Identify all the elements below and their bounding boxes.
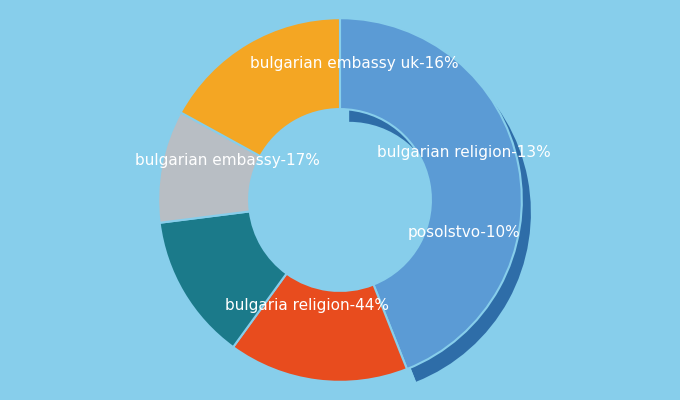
- Wedge shape: [181, 18, 340, 156]
- Wedge shape: [233, 274, 407, 382]
- Wedge shape: [167, 125, 269, 236]
- Wedge shape: [190, 31, 349, 169]
- Wedge shape: [242, 286, 416, 394]
- Text: bulgarian religion-13%: bulgarian religion-13%: [377, 145, 551, 160]
- Text: bulgarian embassy-17%: bulgarian embassy-17%: [135, 152, 320, 168]
- Wedge shape: [169, 224, 296, 360]
- Text: bulgaria religion-44%: bulgaria religion-44%: [225, 298, 389, 313]
- Text: bulgarian embassy uk-16%: bulgarian embassy uk-16%: [250, 56, 459, 71]
- Wedge shape: [349, 31, 531, 382]
- Wedge shape: [158, 112, 260, 223]
- Wedge shape: [160, 211, 286, 347]
- Text: posolstvo-10%: posolstvo-10%: [407, 225, 520, 240]
- Wedge shape: [340, 18, 522, 369]
